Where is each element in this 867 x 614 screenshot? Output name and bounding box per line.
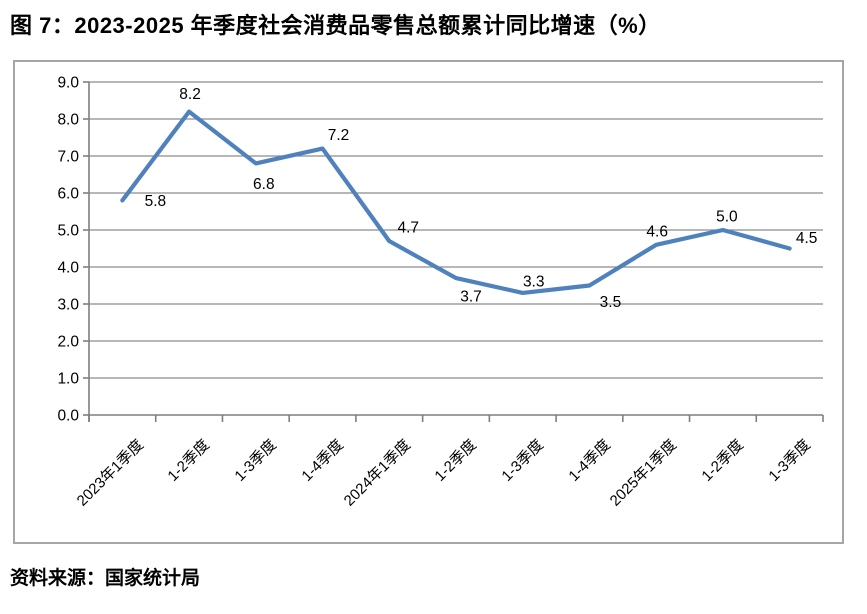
chart-area: 0.0 1.0 2.0 3.0 4.0 5.0 6.0 7.0 8.0 9.0 5.8 8.2 6.8 7…: [13, 60, 844, 544]
y-axis-tick-label: 5.0: [57, 223, 79, 240]
y-axis-tick-label: 3.0: [57, 297, 79, 314]
y-axis-tick-label: 8.0: [57, 112, 79, 129]
series-line: [120, 109, 792, 295]
y-axis-tick-label: 6.0: [57, 186, 79, 203]
y-axis-tick-label: 7.0: [57, 149, 79, 166]
y-axis-tick-label: 0.0: [57, 408, 79, 425]
y-axis-tick-label: 2.0: [57, 334, 79, 351]
data-label: 7.2: [328, 127, 350, 144]
data-label: 3.5: [600, 294, 622, 311]
data-label: 8.2: [179, 86, 201, 103]
y-axis-tick-label: 9.0: [57, 75, 79, 92]
data-label: 5.0: [716, 209, 738, 226]
figure-title: 图 7：2023-2025 年季度社会消费品零售总额累计同比增速（%）: [10, 13, 661, 38]
y-axis-tick-label: 1.0: [57, 371, 79, 388]
source-note: 资料来源：国家统计局: [10, 568, 201, 589]
chart-svg: 0.0 1.0 2.0 3.0 4.0 5.0 6.0 7.0 8.0 9.0 5.8 8.2 6.8 7…: [57, 75, 824, 425]
y-axis-tick-label: 4.0: [57, 260, 79, 277]
data-label: 4.5: [796, 230, 818, 247]
data-label: 4.6: [646, 223, 668, 240]
data-label: 6.8: [253, 176, 275, 193]
data-label: 4.7: [397, 220, 419, 237]
data-label: 5.8: [145, 193, 167, 210]
data-label: 3.7: [460, 289, 482, 306]
data-label: 3.3: [523, 273, 545, 290]
